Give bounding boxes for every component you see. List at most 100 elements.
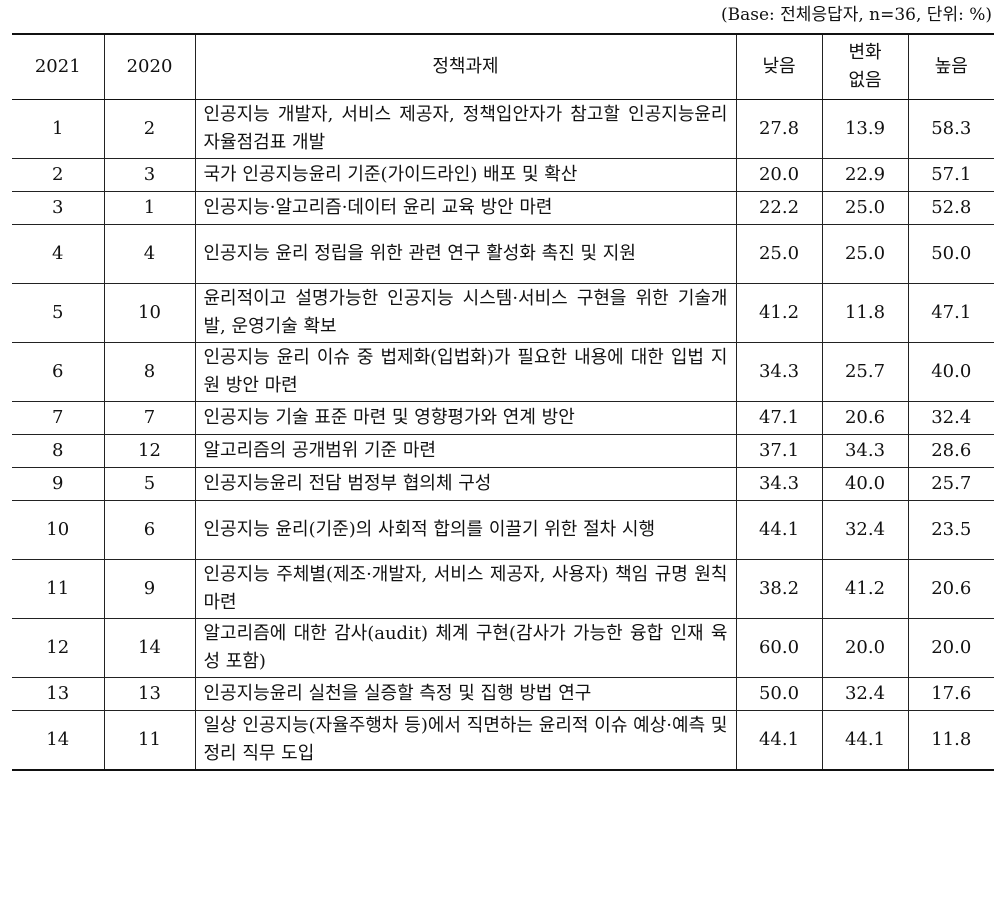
rank-2021: 9 xyxy=(12,467,105,501)
table-caption: (Base: 전체응답자, n=36, 단위: %) xyxy=(720,5,992,25)
value-no-change: 25.7 xyxy=(821,342,909,402)
rank-2020: 12 xyxy=(103,434,196,468)
rank-2021: 8 xyxy=(12,434,105,468)
table-row: 14 11 일상 인공지능(자율주행차 등)에서 직면하는 윤리적 이슈 예상·… xyxy=(12,710,994,771)
table-row: 5 10 윤리적이고 설명가능한 인공지능 시스템·서비스 구현을 위한 기술개… xyxy=(12,283,994,343)
value-low: 50.0 xyxy=(735,677,823,711)
value-low: 44.1 xyxy=(735,710,823,771)
rank-2021: 14 xyxy=(12,710,105,771)
value-low: 22.2 xyxy=(735,191,823,225)
rank-2021: 10 xyxy=(12,500,105,560)
rank-2020: 9 xyxy=(103,559,196,619)
rank-2020: 4 xyxy=(103,224,196,284)
header-no-change-line2: 없음 xyxy=(848,70,882,91)
table-row: 12 14 알고리즘에 대한 감사(audit) 체계 구현(감사가 가능한 융… xyxy=(12,618,994,678)
table-row: 10 6 인공지능 윤리(기준)의 사회적 합의를 이끌기 위한 절차 시행 4… xyxy=(12,500,994,560)
rank-2020: 8 xyxy=(103,342,196,402)
value-no-change: 20.6 xyxy=(821,401,909,435)
value-low: 25.0 xyxy=(735,224,823,284)
policy-task: 인공지능 기술 표준 마련 및 영향평가와 연계 방안 xyxy=(194,401,737,435)
value-high: 57.1 xyxy=(907,158,994,192)
value-no-change: 25.0 xyxy=(821,224,909,284)
rank-2021: 11 xyxy=(12,559,105,619)
value-no-change: 11.8 xyxy=(821,283,909,343)
value-high: 47.1 xyxy=(907,283,994,343)
value-low: 41.2 xyxy=(735,283,823,343)
value-no-change: 41.2 xyxy=(821,559,909,619)
policy-task: 국가 인공지능윤리 기준(가이드라인) 배포 및 확산 xyxy=(194,158,737,192)
rank-2020: 14 xyxy=(103,618,196,678)
value-high: 11.8 xyxy=(907,710,994,771)
rank-2020: 6 xyxy=(103,500,196,560)
rank-2020: 1 xyxy=(103,191,196,225)
value-no-change: 40.0 xyxy=(821,467,909,501)
table-row: 9 5 인공지능윤리 전담 범정부 협의체 구성 34.3 40.0 25.7 xyxy=(12,467,994,501)
value-low: 60.0 xyxy=(735,618,823,678)
value-high: 17.6 xyxy=(907,677,994,711)
header-low: 낮음 xyxy=(735,33,823,100)
value-low: 34.3 xyxy=(735,342,823,402)
value-no-change: 22.9 xyxy=(821,158,909,192)
header-row: 2021 2020 정책과제 낮음 변화 없음 높음 xyxy=(12,33,994,100)
rank-2021: 12 xyxy=(12,618,105,678)
value-low: 27.8 xyxy=(735,99,823,159)
header-year-2021: 2021 xyxy=(12,33,105,100)
rank-2021: 6 xyxy=(12,342,105,402)
policy-task: 인공지능윤리 전담 범정부 협의체 구성 xyxy=(194,467,737,501)
rank-2020: 10 xyxy=(103,283,196,343)
header-no-change: 변화 없음 xyxy=(821,33,909,100)
policy-task: 인공지능 윤리 정립을 위한 관련 연구 활성화 촉진 및 지원 xyxy=(194,224,737,284)
rank-2021: 5 xyxy=(12,283,105,343)
value-high: 40.0 xyxy=(907,342,994,402)
value-no-change: 34.3 xyxy=(821,434,909,468)
table-row: 13 13 인공지능윤리 실천을 실증할 측정 및 집행 방법 연구 50.0 … xyxy=(12,677,994,711)
table-row: 8 12 알고리즘의 공개범위 기준 마련 37.1 34.3 28.6 xyxy=(12,434,994,468)
value-no-change: 44.1 xyxy=(821,710,909,771)
value-high: 20.6 xyxy=(907,559,994,619)
header-year-2020: 2020 xyxy=(103,33,196,100)
value-high: 28.6 xyxy=(907,434,994,468)
policy-task-table: 2021 2020 정책과제 낮음 변화 없음 높음 1 2 인공지능 개발자,… xyxy=(12,33,994,771)
policy-task: 알고리즘의 공개범위 기준 마련 xyxy=(194,434,737,468)
value-low: 34.3 xyxy=(735,467,823,501)
rank-2021: 4 xyxy=(12,224,105,284)
policy-task: 알고리즘에 대한 감사(audit) 체계 구현(감사가 가능한 융합 인재 육… xyxy=(194,618,737,678)
rank-2021: 7 xyxy=(12,401,105,435)
policy-task: 인공지능 윤리 이슈 중 법제화(입법화)가 필요한 내용에 대한 입법 지원 … xyxy=(194,342,737,402)
table-row: 1 2 인공지능 개발자, 서비스 제공자, 정책입안자가 참고할 인공지능윤리… xyxy=(12,99,994,159)
policy-task: 인공지능 주체별(제조·개발자, 서비스 제공자, 사용자) 책임 규명 원칙 … xyxy=(194,559,737,619)
value-high: 23.5 xyxy=(907,500,994,560)
rank-2021: 1 xyxy=(12,99,105,159)
table-row: 7 7 인공지능 기술 표준 마련 및 영향평가와 연계 방안 47.1 20.… xyxy=(12,401,994,435)
value-low: 37.1 xyxy=(735,434,823,468)
rank-2020: 11 xyxy=(103,710,196,771)
value-low: 20.0 xyxy=(735,158,823,192)
value-low: 47.1 xyxy=(735,401,823,435)
value-no-change: 32.4 xyxy=(821,500,909,560)
value-no-change: 25.0 xyxy=(821,191,909,225)
policy-task: 인공지능 윤리(기준)의 사회적 합의를 이끌기 위한 절차 시행 xyxy=(194,500,737,560)
rank-2020: 3 xyxy=(103,158,196,192)
value-low: 44.1 xyxy=(735,500,823,560)
header-high: 높음 xyxy=(907,33,994,100)
rank-2021: 3 xyxy=(12,191,105,225)
table-row: 3 1 인공지능·알고리즘·데이터 윤리 교육 방안 마련 22.2 25.0 … xyxy=(12,191,994,225)
policy-task: 일상 인공지능(자율주행차 등)에서 직면하는 윤리적 이슈 예상·예측 및 정… xyxy=(194,710,737,771)
value-high: 25.7 xyxy=(907,467,994,501)
rank-2020: 5 xyxy=(103,467,196,501)
rank-2021: 13 xyxy=(12,677,105,711)
value-high: 50.0 xyxy=(907,224,994,284)
header-no-change-line1: 변화 xyxy=(848,42,882,63)
rank-2020: 13 xyxy=(103,677,196,711)
table-row: 4 4 인공지능 윤리 정립을 위한 관련 연구 활성화 촉진 및 지원 25.… xyxy=(12,224,994,284)
value-low: 38.2 xyxy=(735,559,823,619)
policy-task: 인공지능·알고리즘·데이터 윤리 교육 방안 마련 xyxy=(194,191,737,225)
rank-2020: 7 xyxy=(103,401,196,435)
policy-task: 인공지능 개발자, 서비스 제공자, 정책입안자가 참고할 인공지능윤리 자율점… xyxy=(194,99,737,159)
table-row: 6 8 인공지능 윤리 이슈 중 법제화(입법화)가 필요한 내용에 대한 입법… xyxy=(12,342,994,402)
rank-2020: 2 xyxy=(103,99,196,159)
policy-task: 윤리적이고 설명가능한 인공지능 시스템·서비스 구현을 위한 기술개발, 운영… xyxy=(194,283,737,343)
table-row: 11 9 인공지능 주체별(제조·개발자, 서비스 제공자, 사용자) 책임 규… xyxy=(12,559,994,619)
table-row: 2 3 국가 인공지능윤리 기준(가이드라인) 배포 및 확산 20.0 22.… xyxy=(12,158,994,192)
